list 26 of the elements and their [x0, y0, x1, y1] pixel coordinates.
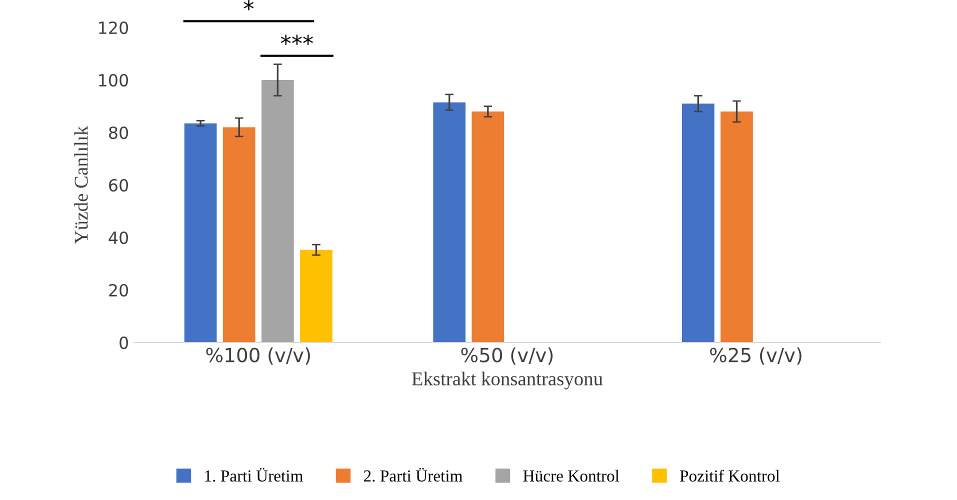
legend-label: 2. Parti Üretim [364, 468, 462, 482]
bar [682, 104, 714, 342]
legend-label: Hücre Kontrol [523, 470, 620, 482]
bar [720, 112, 753, 342]
annotation: *** [280, 34, 313, 45]
x-tick-label: %25 (v/v) [710, 347, 802, 365]
y-tick-label: 0 [120, 336, 128, 350]
y-tick-label: 60 [109, 178, 128, 192]
text: * [244, 0, 254, 10]
y-tick-label: 100 [99, 74, 128, 87]
x-tick-label: %50 (v/v) [461, 347, 553, 365]
y-tick-label: 80 [109, 126, 128, 140]
bar [472, 112, 504, 342]
bar [262, 80, 294, 342]
x-tick-label: %100 (v/v) [206, 347, 310, 365]
bar [433, 102, 466, 342]
bar [300, 250, 332, 342]
y-tick-label: 20 [109, 284, 128, 297]
bar [222, 127, 256, 342]
legend-label: Pozitif Kontrol [680, 470, 780, 482]
y-tick-label: 40 [108, 231, 128, 244]
x-axis-title: Ekstrakt konsantrasyonu [412, 372, 603, 390]
bar [184, 123, 217, 342]
y-axis-title: Yüzde Canlılık [74, 126, 88, 244]
legend-label: 1. Parti Üretim [205, 468, 303, 482]
y-tick-label: 120 [99, 21, 128, 34]
